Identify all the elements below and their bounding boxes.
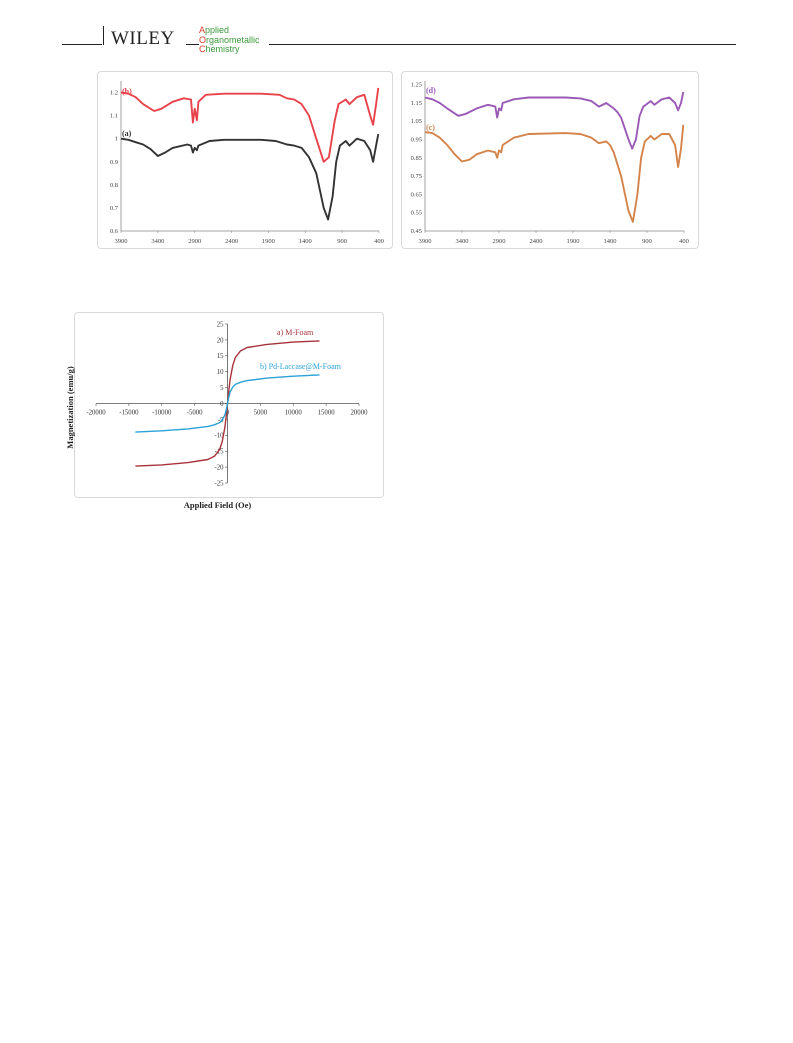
chart-border bbox=[74, 312, 384, 498]
y-tick-label: 1.1 bbox=[110, 113, 118, 120]
y-tick-label: 0.75 bbox=[411, 173, 422, 180]
y-tick-label: 0.6 bbox=[110, 228, 119, 235]
x-tick-label: 15000 bbox=[318, 410, 336, 417]
series-label: (c) bbox=[426, 123, 435, 132]
journal-name: Applied Organometallic Chemistry bbox=[199, 25, 260, 55]
journal-line-3: Chemistry bbox=[199, 44, 240, 54]
series-line bbox=[120, 133, 380, 221]
x-tick-label: 3900 bbox=[115, 238, 128, 245]
publisher-logo: WILEY bbox=[111, 28, 175, 49]
x-tick-label: -20000 bbox=[86, 410, 106, 417]
y-tick-label: 0.85 bbox=[411, 155, 422, 162]
y-tick-label: 0.95 bbox=[411, 137, 422, 144]
x-tick-label: 10000 bbox=[285, 410, 303, 417]
x-tick-label: 900 bbox=[642, 238, 652, 245]
y-tick-label: 0.9 bbox=[110, 159, 118, 166]
series-label: (d) bbox=[426, 86, 436, 95]
header-rule-left bbox=[62, 44, 102, 45]
journal-header: WILEY Applied Organometallic Chemistry bbox=[62, 22, 736, 55]
x-tick-label: 3900 bbox=[419, 238, 432, 245]
y-tick-label: 0.65 bbox=[411, 191, 422, 198]
y-tick-label: 1.05 bbox=[411, 118, 422, 125]
x-tick-label: 1900 bbox=[567, 238, 580, 245]
y-tick-label: 1.15 bbox=[411, 100, 422, 107]
y-tick-label: -10 bbox=[214, 433, 224, 440]
series-label: (a) bbox=[122, 129, 132, 138]
series-label: b) Pd-Laccase@M-Foam bbox=[260, 362, 342, 371]
x-tick-label: -15000 bbox=[119, 410, 139, 417]
vsm-svg: -20000 -15000 -10000 -5000 0 5000 10000 15000 20… bbox=[65, 321, 369, 510]
series-line bbox=[135, 374, 320, 433]
y-axis-title: Magnetization (emu/g) bbox=[65, 366, 75, 449]
x-tick-label: 2900 bbox=[493, 238, 506, 245]
x-tick-label: -5000 bbox=[187, 410, 203, 417]
series-label: (b) bbox=[122, 87, 132, 96]
ftir-cd-svg: 3900 3400 2900 2400 1900 1400 900 400 0.45 0.55 0.… bbox=[411, 81, 689, 245]
y-tick-label: 0 bbox=[220, 401, 224, 408]
x-tick-label: 2400 bbox=[225, 238, 238, 245]
header-rule-mid bbox=[186, 44, 199, 45]
series-line bbox=[424, 91, 685, 150]
vsm-chart: -20000 -15000 -10000 -5000 0 5000 10000 15000 20… bbox=[62, 312, 384, 512]
ftir-chart-ab: 3900 3400 2900 2400 1900 1400 900 400 0.6 0.7 0.8 0… bbox=[97, 71, 393, 249]
y-tick-label: 15 bbox=[217, 353, 224, 360]
series-line bbox=[424, 124, 685, 223]
y-tick-label: 20 bbox=[217, 337, 224, 344]
y-tick-label: 10 bbox=[217, 369, 224, 376]
journal-line-2: Organometallic bbox=[199, 34, 260, 45]
y-tick-label: 5 bbox=[220, 385, 224, 392]
x-tick-label: 0 bbox=[226, 410, 230, 417]
x-tick-label: 900 bbox=[337, 238, 347, 245]
y-tick-label: 0.8 bbox=[110, 182, 118, 189]
y-tick-label: 0.7 bbox=[110, 205, 119, 212]
y-tick-label: 1.25 bbox=[411, 82, 422, 89]
ftir-ab-svg: 3900 3400 2900 2400 1900 1400 900 400 0.6 0.7 0.8 0… bbox=[110, 81, 384, 245]
x-tick-label: 400 bbox=[679, 238, 689, 245]
chart-border bbox=[401, 71, 699, 249]
y-tick-label: 1 bbox=[115, 136, 118, 143]
header-tick bbox=[103, 26, 104, 45]
x-tick-label: -10000 bbox=[152, 410, 172, 417]
x-tick-label: 1400 bbox=[299, 238, 312, 245]
header-rule-right bbox=[269, 44, 736, 45]
series-label: a) M-Foam bbox=[277, 328, 314, 337]
y-tick-label: 0.55 bbox=[411, 210, 422, 217]
journal-line-1: Applied bbox=[199, 25, 230, 35]
y-tick-label: -20 bbox=[214, 465, 224, 472]
x-tick-label: 400 bbox=[374, 238, 384, 245]
y-tick-label: 0.45 bbox=[411, 228, 422, 235]
x-tick-label: 2900 bbox=[188, 238, 201, 245]
y-tick-label: 25 bbox=[217, 321, 224, 328]
x-tick-label: 1900 bbox=[262, 238, 275, 245]
x-axis-title: Applied Field (Oe) bbox=[184, 500, 252, 510]
y-tick-label: 1.2 bbox=[110, 90, 118, 97]
y-tick-label: -15 bbox=[214, 449, 224, 456]
x-tick-label: 3400 bbox=[456, 238, 469, 245]
x-tick-label: 2400 bbox=[530, 238, 543, 245]
series-line bbox=[120, 87, 380, 163]
x-tick-label: 1400 bbox=[604, 238, 617, 245]
x-tick-label: 5000 bbox=[254, 410, 268, 417]
x-tick-label: 3400 bbox=[151, 238, 164, 245]
ftir-chart-cd: 3900 3400 2900 2400 1900 1400 900 400 0.45 0.55 0.… bbox=[401, 71, 699, 249]
y-tick-label: -25 bbox=[214, 480, 224, 487]
x-tick-label: 20000 bbox=[351, 410, 369, 417]
